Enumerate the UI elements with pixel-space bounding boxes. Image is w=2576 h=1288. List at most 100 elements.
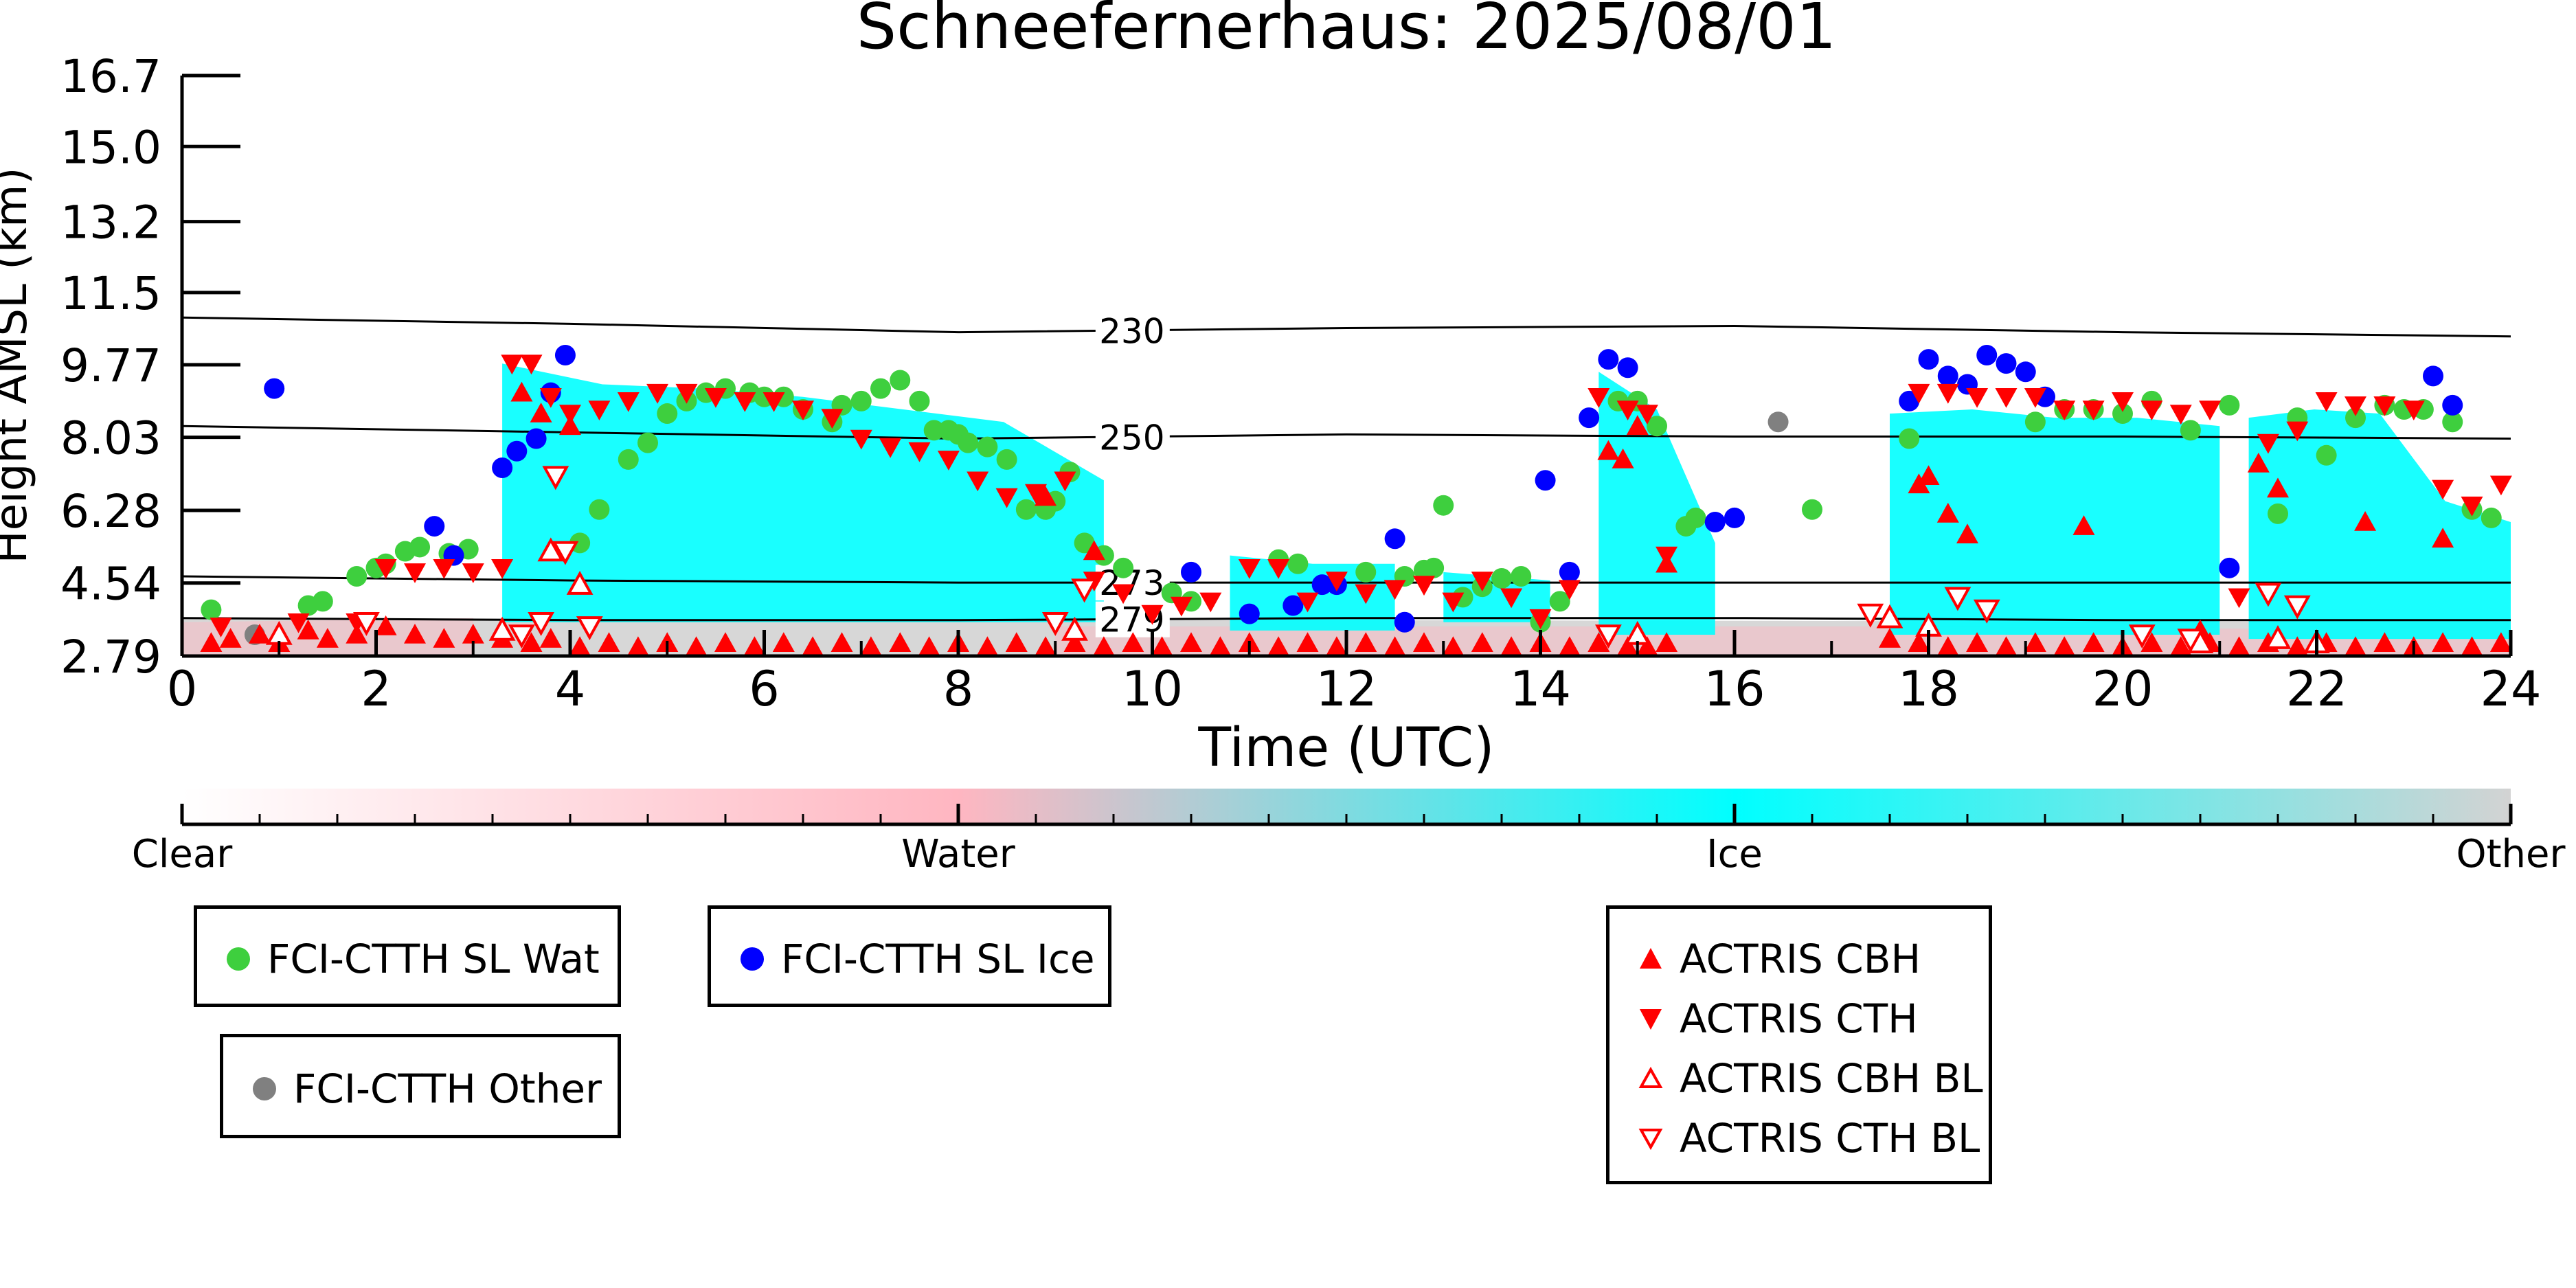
series-point — [589, 499, 610, 520]
series-point — [1325, 636, 1348, 656]
legend-fci-other: FCI-CTTH Other — [220, 1034, 621, 1138]
series-point — [918, 636, 940, 656]
series-point — [488, 616, 516, 641]
series-point — [1936, 383, 1959, 404]
series-point — [618, 449, 639, 470]
series-point — [1956, 523, 1978, 543]
series-point — [1041, 612, 1069, 636]
legend-fci-wat: FCI-CTTH SL Wat — [194, 905, 621, 1007]
series-point — [831, 632, 853, 652]
series-point — [264, 378, 285, 399]
series-point — [530, 403, 552, 422]
series-point — [821, 409, 844, 429]
green-circle-icon — [218, 938, 259, 980]
legend-entry: ACTRIS CBH — [1630, 935, 1921, 983]
series-point — [1433, 495, 1454, 516]
series-point — [1966, 632, 1989, 652]
series-point — [977, 436, 998, 457]
series-point — [2255, 583, 2282, 607]
series-point — [520, 632, 543, 652]
x-tick-label: 18 — [1898, 661, 1959, 717]
series-point — [2082, 632, 2105, 652]
x-tick-label: 10 — [1122, 661, 1183, 717]
series-point — [2177, 629, 2204, 653]
series-point — [850, 390, 872, 411]
series-point — [890, 370, 911, 391]
series-point — [491, 559, 514, 579]
series-point — [1355, 584, 1377, 605]
y-tick-label: 8.03 — [60, 412, 161, 465]
colorbar-label-water: Water — [901, 832, 1016, 877]
series-point — [1296, 592, 1319, 613]
series-point — [528, 612, 554, 636]
series-point — [967, 471, 989, 492]
series-point — [1559, 561, 1580, 583]
series-point — [714, 632, 736, 652]
series-point — [1899, 428, 1920, 449]
series-point — [1170, 596, 1193, 617]
series-point — [2283, 595, 2311, 620]
series-point — [2461, 636, 2483, 656]
series-point — [2442, 394, 2463, 416]
series-point — [2432, 632, 2454, 652]
series-point — [2082, 400, 2105, 420]
series-point — [1976, 345, 1998, 366]
series-point — [879, 438, 902, 458]
series-point — [1035, 486, 1057, 506]
series-point — [2345, 396, 2366, 416]
series-point — [2024, 632, 2046, 652]
series-point — [626, 636, 649, 656]
filled-triangle-down-icon — [1630, 998, 1671, 1039]
series-point — [2015, 361, 2036, 383]
series-point — [404, 563, 426, 583]
series-point — [1995, 636, 2018, 656]
series-point — [1995, 388, 2018, 408]
series-point — [762, 392, 785, 412]
series-point — [2345, 636, 2366, 656]
series-point — [1209, 636, 1232, 656]
series-point — [576, 616, 603, 641]
series-point — [1876, 604, 1903, 629]
series-point — [2423, 365, 2443, 387]
series-point — [520, 354, 543, 375]
series-point — [2354, 511, 2377, 531]
series-point — [566, 570, 594, 595]
series-point — [1238, 559, 1261, 579]
series-point — [2481, 507, 2502, 528]
x-tick-label: 2 — [361, 661, 392, 717]
series-point — [1141, 605, 1164, 625]
series-point — [1936, 636, 1959, 656]
series-point — [462, 563, 484, 583]
series-point — [2489, 632, 2512, 652]
series-point — [2373, 396, 2396, 416]
series-point — [1918, 349, 1939, 370]
series-point — [1558, 580, 1581, 600]
series-point — [1879, 628, 1901, 648]
series-point — [2024, 411, 2046, 433]
x-tick-label: 0 — [167, 661, 198, 717]
series-point — [353, 612, 380, 636]
series-point — [1383, 580, 1406, 600]
series-point — [657, 403, 678, 425]
series-point — [219, 628, 242, 648]
series-point — [537, 537, 565, 562]
series-point — [2072, 515, 2095, 535]
series-point — [598, 632, 620, 652]
isotherm-label-bg — [1095, 419, 1170, 455]
series-point — [1355, 561, 1377, 583]
series-point — [675, 383, 698, 404]
y-ticks: 2.79 4.54 6.28 8.03 9.77 11.5 13.2 15.0 16.7 — [60, 50, 240, 683]
series-point — [1549, 591, 1570, 612]
series-point — [1511, 565, 1532, 587]
series-point — [1656, 546, 1678, 567]
series-point — [287, 613, 310, 633]
series-point — [2219, 394, 2240, 416]
x-ticks: 0 2 4 6 8 10 12 14 16 18 20 22 24 — [167, 630, 2542, 717]
series-point — [539, 628, 562, 648]
series-point — [1558, 636, 1581, 656]
series-point — [1588, 388, 1610, 408]
series-point — [1597, 440, 1620, 460]
series-point — [1944, 587, 1971, 611]
series-point — [1617, 357, 1638, 379]
series-point — [374, 615, 397, 635]
